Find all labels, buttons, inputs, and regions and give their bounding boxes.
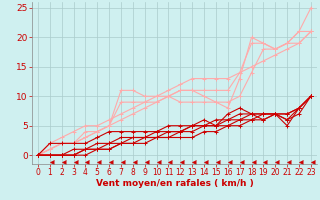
- X-axis label: Vent moyen/en rafales ( km/h ): Vent moyen/en rafales ( km/h ): [96, 179, 253, 188]
